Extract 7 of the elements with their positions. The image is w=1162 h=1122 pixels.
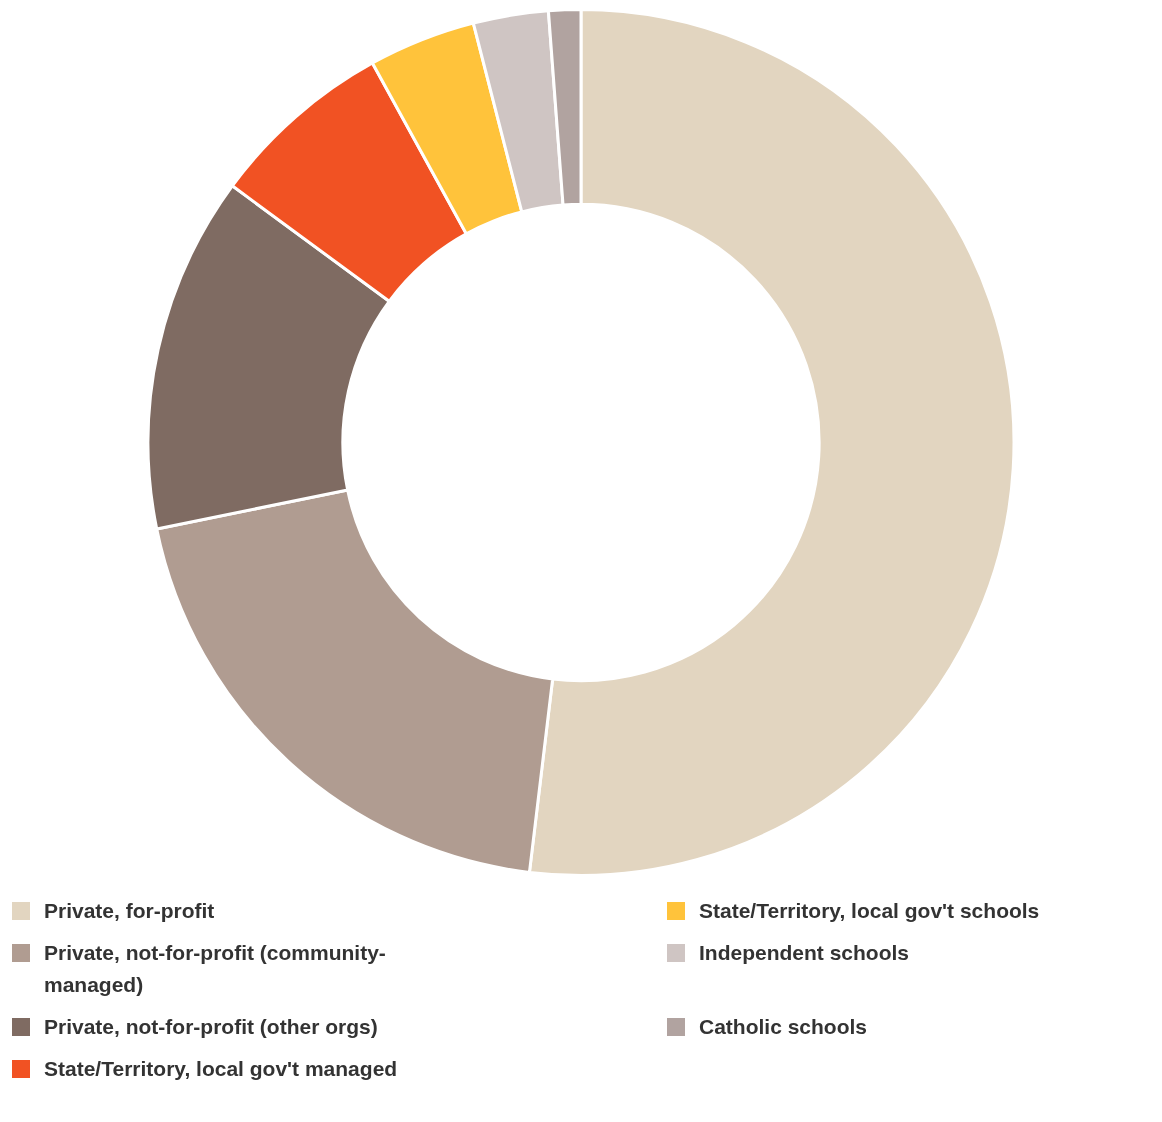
legend-label: State/Territory, local gov't managed bbox=[44, 1056, 398, 1082]
legend-label: Independent schools bbox=[699, 940, 910, 966]
legend-label: Private, for-profit bbox=[44, 898, 215, 924]
legend-label: Private, not-for-profit (other orgs) bbox=[44, 1014, 378, 1040]
legend-label: State/Territory, local gov't schools bbox=[699, 898, 1040, 924]
legend-label: Catholic schools bbox=[699, 1014, 868, 1040]
legend-label: Private, not-for-profit (community-managed) bbox=[44, 940, 387, 998]
